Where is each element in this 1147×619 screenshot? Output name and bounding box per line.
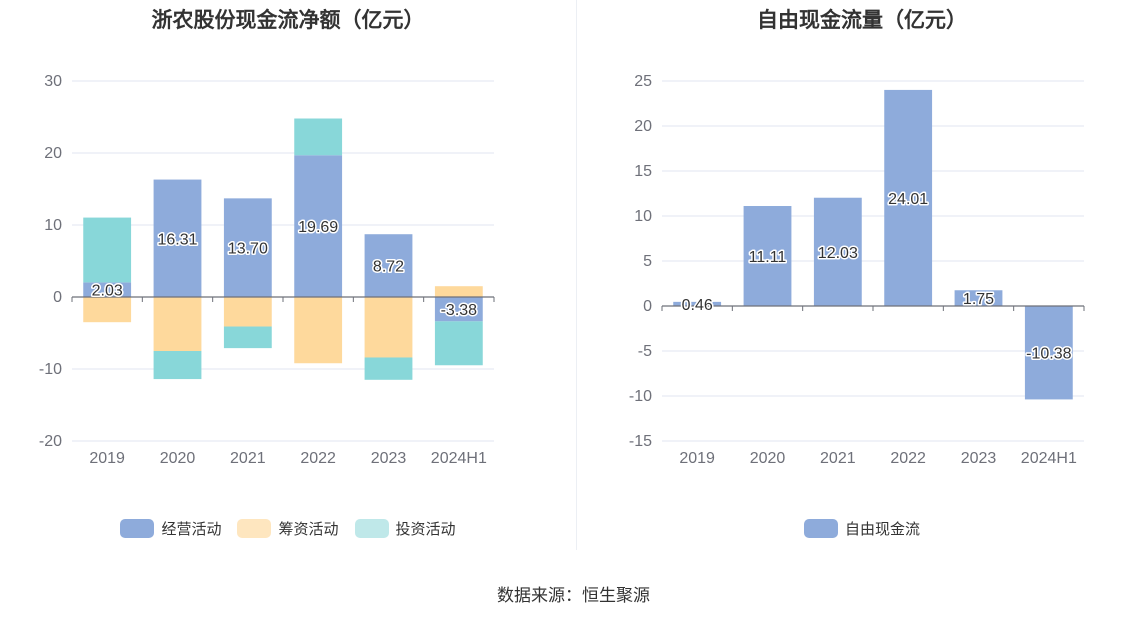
panel-divider [576, 0, 577, 550]
bar-primary [673, 301, 722, 306]
y-tick-label: -15 [629, 433, 652, 450]
y-tick-label: 25 [634, 73, 652, 90]
cash-flow-net-chart: 30 20 10 0 -10 -20 2019 2020 2021 2022 2023 2024H1 2… [39, 73, 495, 467]
bar-series-1 [434, 286, 483, 297]
legend-item-investing[interactable]: 投资活动 [354, 518, 456, 539]
legend-swatch-free-cash-flow [803, 519, 838, 538]
x-tick-label: 2024H1 [1021, 450, 1077, 467]
bar-series-2 [434, 321, 483, 366]
y-tick-label: 5 [643, 253, 652, 270]
bar-series-1 [294, 297, 343, 364]
y-tick-label: -10 [39, 361, 62, 378]
bar-primary [434, 297, 483, 322]
y-tick-label: 30 [44, 73, 62, 90]
legend-label: 投资活动 [395, 520, 456, 538]
x-tick-label: 2024H1 [431, 450, 487, 467]
x-tick-label: 2022 [300, 450, 336, 467]
bar-primary [223, 198, 272, 297]
bar-primary [153, 179, 202, 297]
data-label: -3.38 [441, 302, 478, 319]
data-source-note: 数据来源：恒生聚源 [497, 586, 650, 606]
data-label: 16.31 [157, 231, 197, 248]
bar-series-2 [83, 217, 132, 283]
chart-legend: 自由现金流 [577, 518, 1147, 539]
legend-swatch-operating [120, 519, 155, 538]
legend-swatch-investing [354, 519, 389, 538]
bar-series-2 [153, 351, 202, 380]
x-tick-label: 2019 [89, 450, 125, 467]
bar-primary [813, 197, 862, 306]
legend-label: 经营活动 [161, 520, 222, 538]
bar-primary [294, 155, 343, 297]
cash-flow-net-chart-panel: 浙农股份现金流净额（亿元） 30 20 10 0 -10 -20 2019 2020 2021 2… [0, 0, 576, 560]
data-label: 19.69 [298, 219, 338, 236]
legend-label: 自由现金流 [844, 520, 920, 538]
y-tick-label: -10 [629, 388, 652, 405]
bar-series-2 [294, 118, 343, 156]
x-tick-label: 2022 [890, 450, 926, 467]
y-tick-label: 0 [643, 298, 652, 315]
x-tick-label: 2020 [750, 450, 786, 467]
x-tick-label: 2020 [160, 450, 196, 467]
x-tick-label: 2021 [820, 450, 856, 467]
legend-item-financing[interactable]: 筹资活动 [237, 518, 339, 539]
x-tick-label: 2019 [679, 450, 715, 467]
y-tick-label: -5 [638, 343, 652, 360]
chart-title: 自由现金流量（亿元） [757, 8, 967, 32]
data-label: 11.11 [749, 249, 787, 266]
data-label: 24.01 [888, 191, 928, 208]
legend-item-free-cash-flow[interactable]: 自由现金流 [803, 518, 920, 539]
y-tick-label: 15 [634, 163, 652, 180]
free-cash-flow-chart: 25 20 15 10 5 0 -5 -10 -15 2019 2020 2021 2022 2023 20… [629, 73, 1085, 467]
y-tick-label: -20 [39, 433, 62, 450]
bar-series-1 [364, 297, 413, 358]
bar-primary [83, 282, 132, 297]
legend-label: 筹资活动 [278, 520, 339, 538]
y-tick-label: 20 [634, 118, 652, 135]
bar-primary [743, 206, 792, 306]
free-cash-flow-chart-panel: 自由现金流量（亿元） 25 20 15 10 5 0 -5 -10 -15 2019 2020 202… [577, 0, 1147, 560]
data-label: 2.03 [92, 283, 123, 300]
bar-series-1 [223, 297, 272, 327]
data-label: 13.70 [228, 241, 268, 258]
data-label: -10.38 [1026, 346, 1071, 363]
legend-item-operating[interactable]: 经营活动 [120, 518, 221, 539]
y-tick-label: 10 [634, 208, 652, 225]
y-tick-label: 10 [44, 217, 62, 234]
x-tick-label: 2023 [371, 450, 407, 467]
legend-swatch-financing [237, 519, 272, 538]
bar-series-1 [83, 297, 132, 323]
x-tick-label: 2023 [961, 450, 997, 467]
bar-primary [364, 234, 413, 297]
data-label: 8.72 [373, 259, 404, 276]
bar-series-2 [223, 326, 272, 349]
chart-legend: 经营活动 筹资活动 投资活动 [0, 518, 576, 539]
data-label: 12.03 [818, 245, 858, 262]
bar-series-1 [153, 297, 202, 351]
bar-series-2 [364, 357, 413, 380]
y-tick-label: 20 [44, 145, 62, 162]
bar-primary [954, 290, 1003, 306]
y-tick-label: 0 [53, 289, 62, 306]
bar-primary [1024, 306, 1073, 400]
data-label: 0.46 [682, 297, 713, 314]
chart-title: 浙农股份现金流净额（亿元） [151, 8, 425, 32]
data-label: 1.75 [963, 291, 994, 308]
x-tick-label: 2021 [230, 450, 266, 467]
bar-primary [884, 89, 933, 306]
